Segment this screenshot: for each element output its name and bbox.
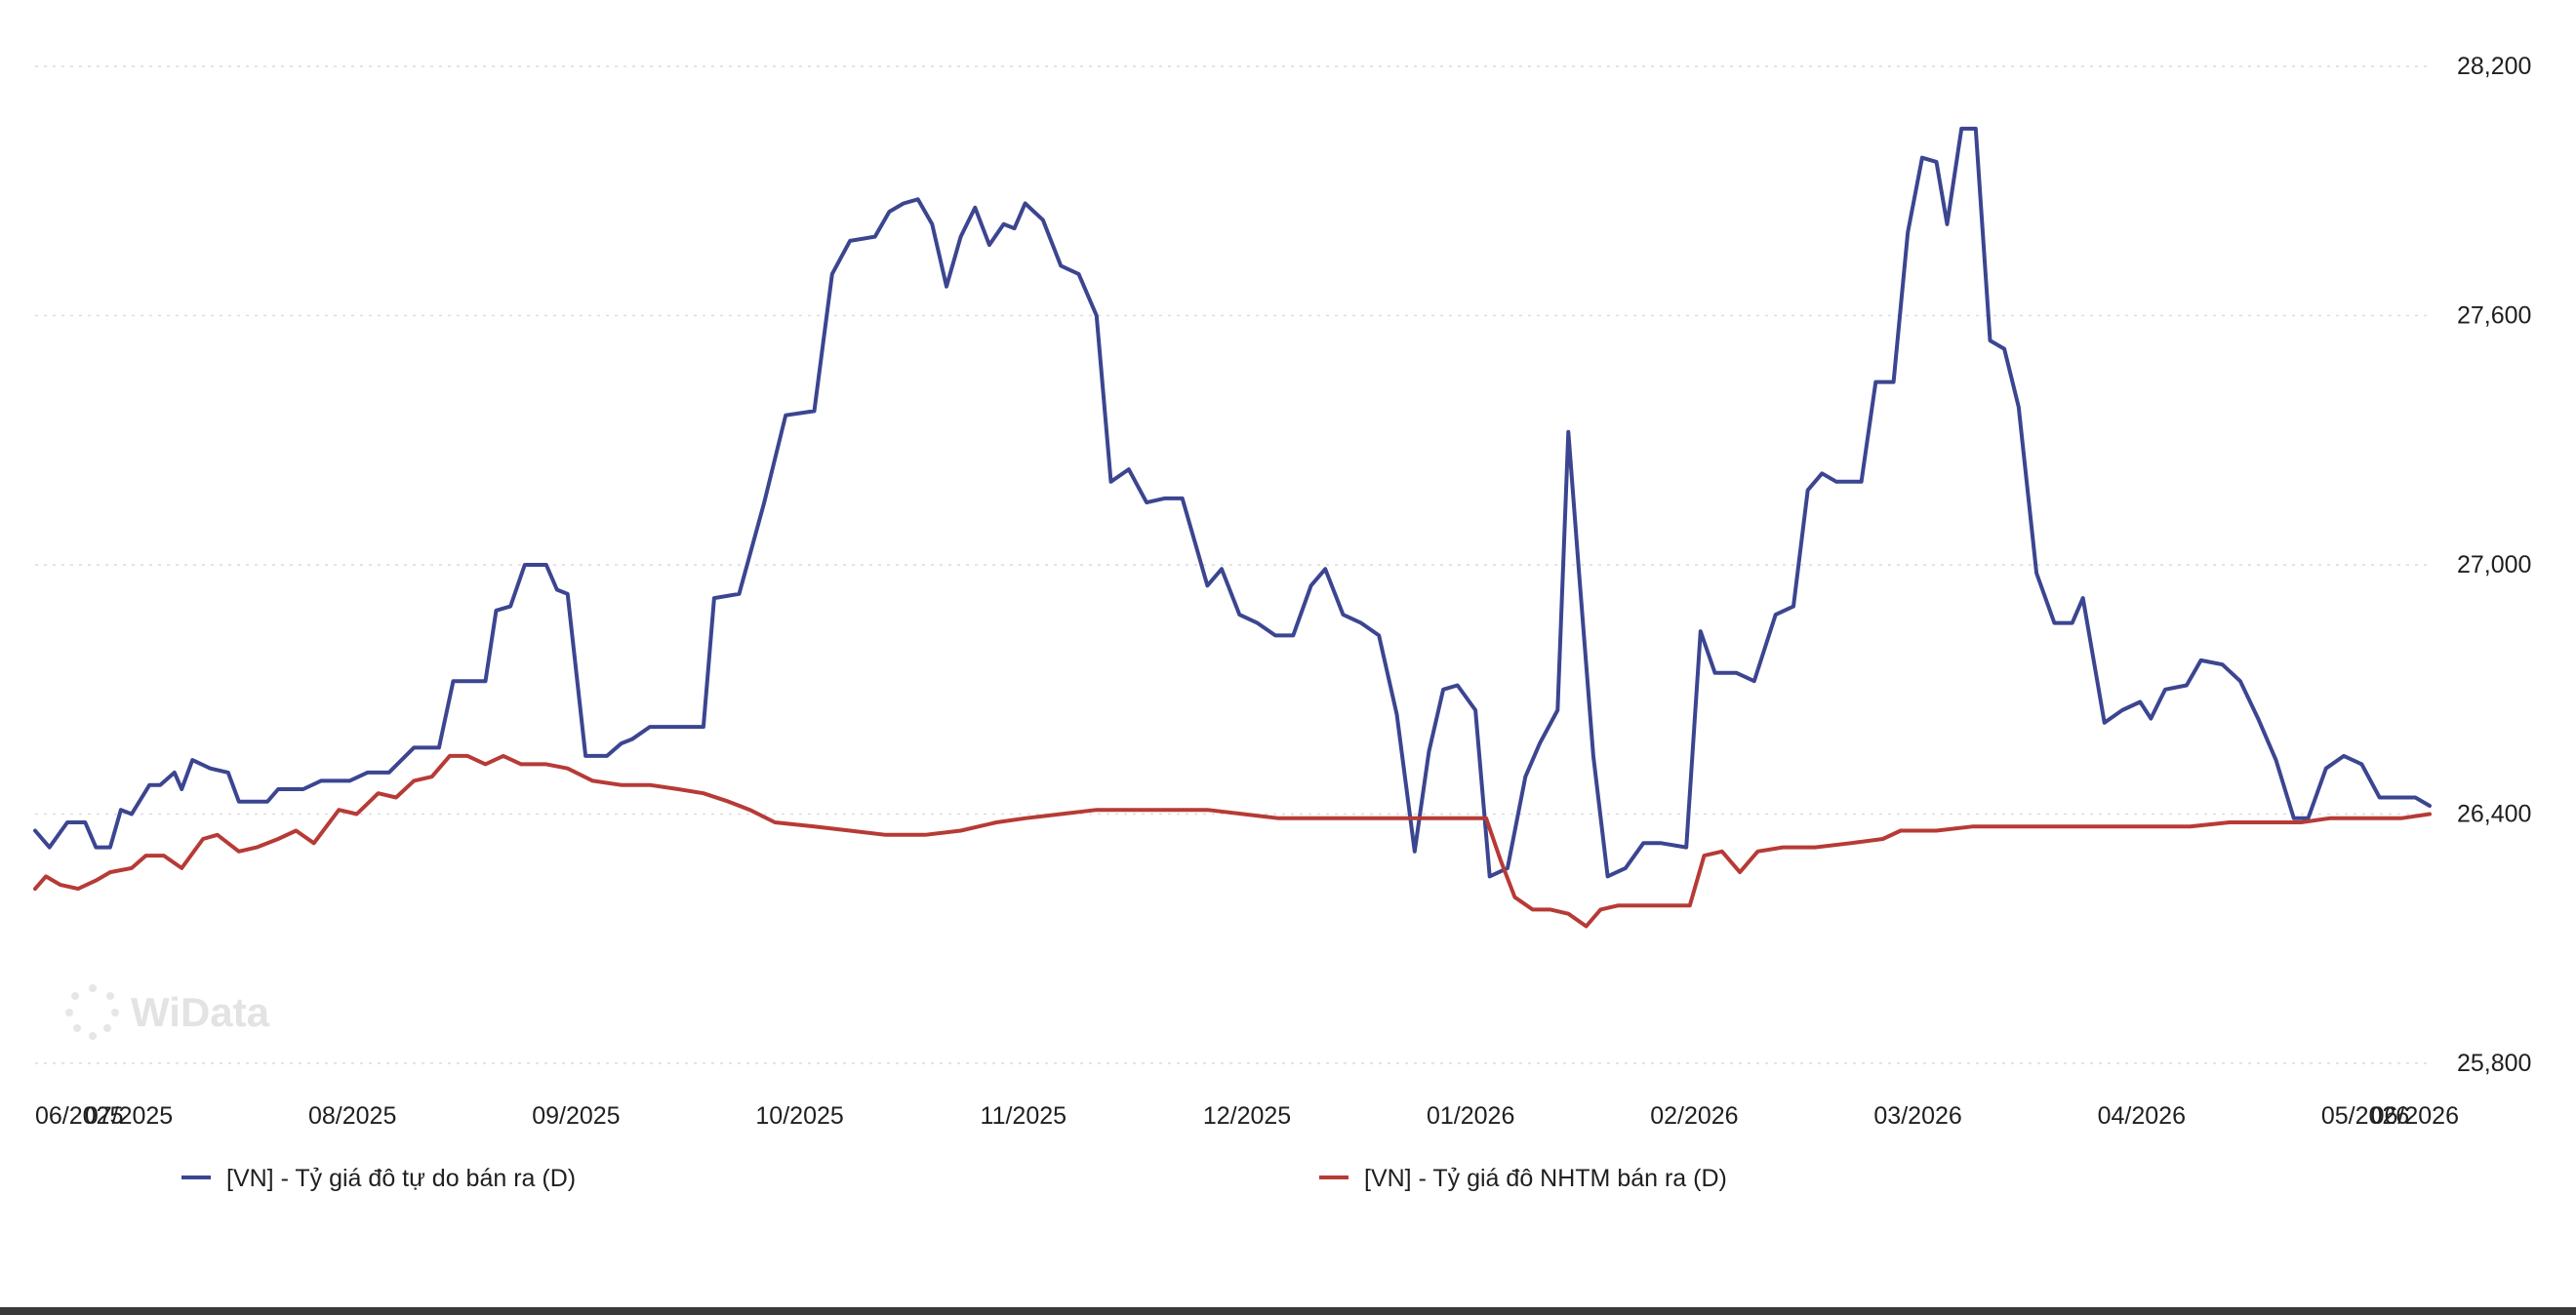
watermark-logo-icon xyxy=(65,984,119,1040)
x-tick-label: 05/2026 xyxy=(2321,1102,2409,1130)
y-axis: 28,200 27,600 27,000 26,400 25,800 xyxy=(2457,53,2531,1077)
series-lines xyxy=(33,126,2432,929)
legend-item-commercial-bank[interactable]: [VN] - Tỷ giá đô NHTM bán ra (D) xyxy=(1319,1165,1727,1192)
watermark-text: WiData xyxy=(131,989,270,1035)
watermark: WiData xyxy=(65,984,270,1040)
grid-lines xyxy=(35,65,2430,1064)
x-tick-label: 07/2025 xyxy=(85,1102,173,1130)
series-line-commercial-bank[interactable] xyxy=(33,753,2432,929)
y-tick-label: 26,400 xyxy=(2457,801,2531,828)
legend-label-commercial-bank: [VN] - Tỷ giá đô NHTM bán ra (D) xyxy=(1364,1165,1727,1192)
y-tick-label: 28,200 xyxy=(2457,53,2531,80)
x-tick-label: 03/2026 xyxy=(1873,1102,1961,1130)
series-line-free-market[interactable] xyxy=(33,126,2432,879)
x-tick-label: 02/2026 xyxy=(1650,1102,1738,1130)
x-tick-label: 08/2025 xyxy=(308,1102,396,1130)
legend-label-free-market: [VN] - Tỷ giá đô tự do bán ra (D) xyxy=(226,1165,576,1192)
y-tick-label: 27,000 xyxy=(2457,551,2531,578)
y-tick-label: 25,800 xyxy=(2457,1050,2531,1077)
x-tick-label: 10/2025 xyxy=(755,1102,843,1130)
legend: [VN] - Tỷ giá đô tự do bán ra (D) [VN] -… xyxy=(181,1165,1727,1192)
x-tick-label: 09/2025 xyxy=(532,1102,620,1130)
x-tick-label: 06/2026 xyxy=(2371,1102,2459,1130)
x-tick-label: 11/2025 xyxy=(981,1102,1067,1130)
legend-item-free-market[interactable]: [VN] - Tỷ giá đô tự do bán ra (D) xyxy=(181,1165,576,1192)
y-tick-label: 27,600 xyxy=(2457,302,2531,330)
x-tick-label: 04/2026 xyxy=(2098,1102,2186,1130)
x-tick-label: 06/2025 xyxy=(35,1102,123,1130)
x-tick-label: 01/2026 xyxy=(1427,1102,1514,1130)
window-bottom-edge xyxy=(0,1307,2576,1315)
x-tick-label: 12/2025 xyxy=(1203,1102,1291,1130)
